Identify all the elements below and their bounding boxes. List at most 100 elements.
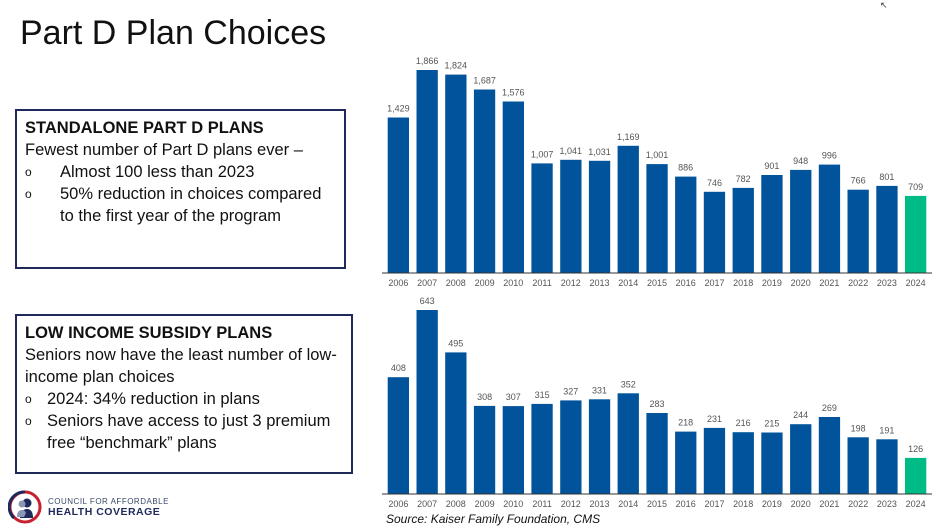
x-tick-label: 2022: [848, 278, 868, 288]
value-label: 996: [822, 151, 837, 161]
bullet-text: 2024: 34% reduction in plans: [47, 390, 260, 408]
x-tick-label: 2024: [906, 499, 926, 509]
bullet-circle-icon: o: [25, 165, 32, 179]
value-label: 352: [621, 379, 636, 389]
low-income-plans-chart: 408 2006 643 2007 495 2008 308 2009 307 2010 315 20…: [382, 296, 932, 509]
source-note: Source: Kaiser Family Foundation, CMS: [386, 512, 601, 526]
bullet-text: 50% reduction in choices compared to the…: [60, 185, 322, 225]
bar-2018: [732, 187, 754, 273]
bullet-item: o Almost 100 less than 2023: [25, 161, 336, 183]
bar-2021: [818, 164, 841, 273]
value-label: 746: [707, 178, 722, 188]
bar-2012: [560, 159, 582, 273]
standalone-plans-chart: 1,429 2006 1,866 2007 1,824 2008 1,687 2009 1,57…: [382, 56, 932, 288]
value-label: 1,576: [502, 88, 525, 98]
x-tick-label: 2021: [819, 278, 839, 288]
bar-2013: [588, 399, 611, 494]
x-tick-label: 2022: [848, 499, 868, 509]
value-label: 244: [793, 410, 808, 420]
x-tick-label: 2010: [503, 278, 523, 288]
x-tick-label: 2014: [618, 499, 638, 509]
value-label: 331: [592, 385, 607, 395]
value-label: 269: [822, 403, 837, 413]
value-label: 495: [448, 338, 463, 348]
x-tick-label: 2009: [475, 499, 495, 509]
value-label: 283: [649, 399, 664, 409]
bullet-circle-icon: o: [25, 392, 32, 406]
value-label: 766: [851, 176, 866, 186]
x-tick-label: 2011: [532, 278, 551, 288]
bar-2020: [790, 424, 812, 494]
mouse-cursor-icon: ↖: [880, 0, 888, 10]
bar-2018: [732, 432, 754, 494]
value-label: 1,824: [445, 61, 468, 71]
logo-text-line1: COUNCIL FOR AFFORDABLE: [48, 496, 169, 506]
x-tick-label: 2016: [676, 278, 696, 288]
bar-2011: [531, 163, 553, 273]
x-tick-label: 2006: [388, 499, 408, 509]
value-label: 1,031: [588, 147, 611, 157]
x-tick-label: 2009: [475, 278, 495, 288]
logo-text-line2: HEALTH COVERAGE: [48, 505, 161, 518]
bar-2008: [445, 352, 467, 494]
standalone-plans-box: STANDALONE PART D PLANS Fewest number of…: [15, 109, 346, 269]
x-tick-label: 2014: [618, 278, 638, 288]
x-tick-label: 2018: [733, 278, 753, 288]
bullet-circle-icon: o: [25, 414, 32, 428]
bar-2023: [876, 185, 898, 273]
bar-2011: [531, 403, 553, 494]
x-tick-label: 2013: [589, 499, 609, 509]
x-tick-label: 2023: [877, 499, 897, 509]
value-label: 1,866: [416, 56, 439, 66]
x-tick-label: 2017: [704, 499, 724, 509]
bar-2014: [617, 145, 639, 273]
value-label: 307: [506, 392, 521, 402]
x-tick-label: 2020: [791, 499, 811, 509]
bar-2017: [703, 427, 726, 494]
value-label: 1,001: [646, 150, 669, 160]
bar-2016: [675, 431, 697, 494]
value-label: 901: [764, 161, 779, 171]
x-tick-label: 2006: [388, 278, 408, 288]
value-label: 215: [764, 419, 779, 429]
low-income-plans-box: LOW INCOME SUBSIDY PLANS Seniors now hav…: [15, 314, 353, 474]
x-tick-label: 2024: [906, 278, 926, 288]
bar-2021: [818, 417, 841, 494]
bar-2020: [790, 169, 812, 273]
box-heading: STANDALONE PART D PLANS: [25, 119, 264, 137]
bar-2019: [761, 175, 783, 273]
value-label: 198: [851, 423, 866, 433]
x-tick-label: 2012: [561, 278, 581, 288]
bar-2024: [905, 195, 927, 273]
silhouettes-logo-icon: [8, 490, 42, 524]
x-tick-label: 2008: [446, 499, 466, 509]
bar-2015: [646, 413, 668, 494]
x-tick-label: 2011: [532, 499, 551, 509]
bar-2007: [416, 70, 438, 273]
value-label: 216: [736, 418, 751, 428]
bar-2007: [416, 310, 438, 494]
x-tick-label: 2023: [877, 278, 897, 288]
x-tick-label: 2007: [417, 499, 437, 509]
x-tick-label: 2007: [417, 278, 437, 288]
bar-2016: [675, 176, 697, 273]
bullet-item: o Seniors have access to just 3 premium …: [25, 410, 343, 454]
bullet-text: Almost 100 less than 2023: [60, 163, 255, 181]
slide-title: Part D Plan Choices: [20, 14, 327, 52]
x-tick-label: 2013: [589, 278, 609, 288]
value-label: 191: [879, 425, 894, 435]
bar-2014: [617, 393, 639, 494]
bar-2010: [502, 406, 524, 494]
bar-2024: [905, 457, 927, 494]
bullet-item: o 2024: 34% reduction in plans: [25, 388, 343, 410]
value-label: 948: [793, 156, 808, 166]
bar-2013: [588, 160, 611, 273]
value-label: 218: [678, 418, 693, 428]
x-tick-label: 2017: [704, 278, 724, 288]
x-tick-label: 2015: [647, 499, 667, 509]
bar-2006: [387, 117, 409, 273]
bar-2019: [761, 432, 783, 494]
x-tick-label: 2021: [819, 499, 839, 509]
box-heading: LOW INCOME SUBSIDY PLANS: [25, 324, 273, 342]
value-label: 315: [535, 390, 550, 400]
